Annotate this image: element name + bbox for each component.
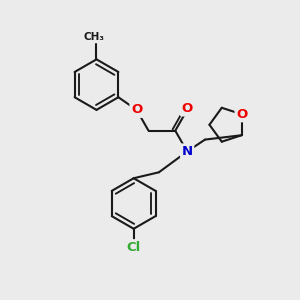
Text: O: O — [236, 108, 247, 121]
Text: Cl: Cl — [127, 241, 141, 254]
Text: N: N — [182, 145, 193, 158]
Text: O: O — [182, 102, 193, 115]
Text: O: O — [131, 103, 142, 116]
Text: CH₃: CH₃ — [84, 32, 105, 42]
